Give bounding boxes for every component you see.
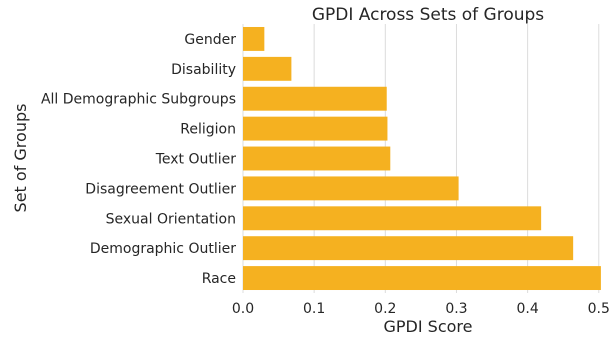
y-tick-label: Disability xyxy=(171,62,236,78)
x-tick-label: 0.3 xyxy=(445,301,467,317)
y-tick-label: Gender xyxy=(184,32,236,48)
x-tick-label: 0.0 xyxy=(232,301,254,317)
x-tick-label: 0.4 xyxy=(516,301,538,317)
y-tick-label: Text Outlier xyxy=(155,152,237,168)
y-tick-label: Religion xyxy=(180,122,236,138)
x-tick-labels: 0.0 0.1 0.2 0.3 0.4 0.5 xyxy=(232,301,610,317)
y-tick-label: Sexual Orientation xyxy=(106,211,236,227)
x-tick-label: 0.5 xyxy=(588,301,610,317)
bar xyxy=(243,206,542,231)
x-axis-label: GPDI Score xyxy=(384,317,473,336)
bar xyxy=(243,236,574,261)
bar xyxy=(243,176,459,201)
y-tick-label: Race xyxy=(202,271,236,287)
y-tick-labels: Gender Disability All Demographic Subgroup… xyxy=(41,32,236,287)
x-tick-label: 0.2 xyxy=(374,301,396,317)
y-axis-label: Set of Groups xyxy=(11,104,30,213)
bar xyxy=(243,56,292,81)
y-tick-label: Demographic Outlier xyxy=(90,241,236,257)
bar xyxy=(243,146,391,171)
bar xyxy=(243,116,388,141)
chart-title: GPDI Across Sets of Groups xyxy=(312,5,544,25)
bars xyxy=(243,26,601,291)
bar xyxy=(243,86,387,111)
y-tick-label: All Demographic Subgroups xyxy=(41,92,236,108)
y-tick-label: Disagreement Outlier xyxy=(85,181,236,197)
bar xyxy=(243,266,601,291)
bar xyxy=(243,26,265,51)
x-tick-label: 0.1 xyxy=(303,301,325,317)
